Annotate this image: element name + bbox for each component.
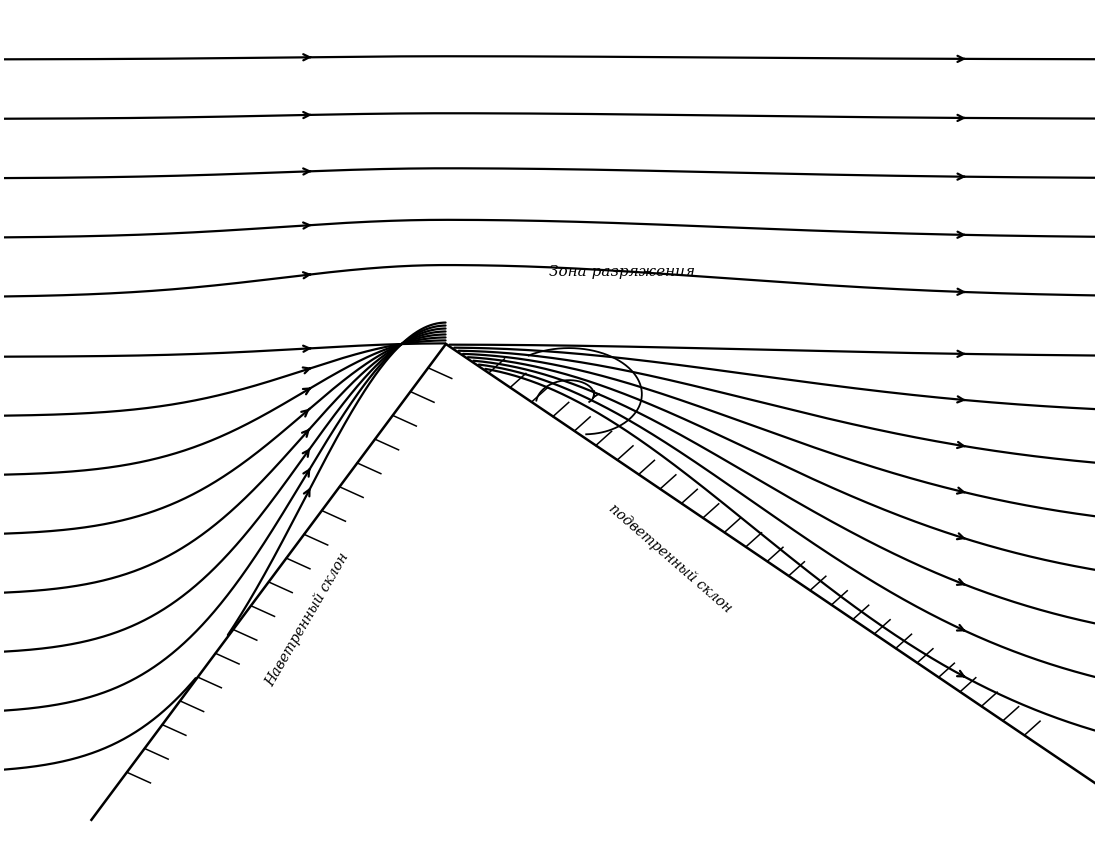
Text: Зона разряжения: Зона разряжения [550, 265, 696, 279]
Text: Наветренный склон: Наветренный склон [263, 550, 352, 689]
Text: подветренный склон: подветренный склон [607, 502, 734, 615]
Polygon shape [91, 344, 1099, 858]
